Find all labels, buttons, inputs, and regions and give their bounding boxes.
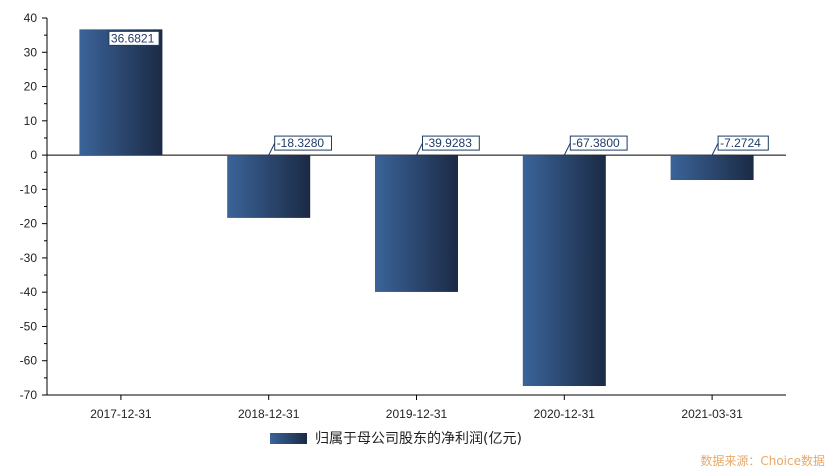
x-tick-label: 2020-12-31 xyxy=(534,407,596,421)
data-label-box xyxy=(108,30,160,46)
legend: 归属于母公司股东的净利润(亿元) xyxy=(270,428,522,448)
x-tick-label: 2021-03-31 xyxy=(681,407,743,421)
x-tick-label: 2017-12-31 xyxy=(90,407,152,421)
data-label-leader xyxy=(268,142,276,156)
bar xyxy=(522,155,606,387)
y-tick-label: -20 xyxy=(20,217,38,231)
y-tick-label: -10 xyxy=(20,182,38,196)
legend-swatch xyxy=(270,432,307,444)
data-label-leader xyxy=(711,142,719,156)
data-label-box xyxy=(274,135,333,151)
y-tick-label: -50 xyxy=(20,319,38,333)
y-tick-label: 10 xyxy=(24,114,38,128)
data-label-box xyxy=(422,135,480,151)
y-tick-label: 0 xyxy=(30,148,37,162)
bar xyxy=(79,29,163,156)
data-label-box xyxy=(569,135,628,151)
legend-label: 归属于母公司股东的净利润(亿元) xyxy=(315,431,522,447)
y-tick-label: -40 xyxy=(20,285,38,299)
data-label-leader xyxy=(416,142,423,156)
y-tick-label: -30 xyxy=(20,251,38,265)
watermark: 数据来源：Choice数据 xyxy=(700,454,825,468)
bar xyxy=(375,155,458,292)
data-label: -67.3800 xyxy=(572,136,620,150)
x-tick-label: 2018-12-31 xyxy=(238,407,300,421)
data-label-leader xyxy=(563,142,571,156)
y-tick-label: -60 xyxy=(20,354,38,368)
data-label: 36.6821 xyxy=(111,31,155,45)
x-tick-label: 2019-12-31 xyxy=(386,407,448,421)
y-tick-label: 40 xyxy=(24,11,38,25)
y-tick-label: -70 xyxy=(20,388,38,402)
bars xyxy=(79,29,754,387)
bar xyxy=(227,155,311,218)
y-tick-label: 30 xyxy=(24,45,38,59)
data-label: -18.3280 xyxy=(277,136,325,150)
axes: 40 30 20 10 0 -10 -20 -30 -40 -50 -60 -70 2017-12-31… xyxy=(20,11,786,421)
y-tick-label: 20 xyxy=(24,80,38,94)
data-label-box xyxy=(717,135,769,151)
data-labels: 36.6821 -18.3280 -39.9283 -67.3800 -7.2724 xyxy=(108,30,769,156)
data-label: -39.9283 xyxy=(425,136,473,150)
bar xyxy=(670,155,754,181)
data-label: -7.2724 xyxy=(720,136,761,150)
